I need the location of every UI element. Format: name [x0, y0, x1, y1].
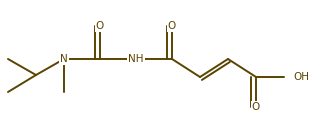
- Text: NH: NH: [128, 54, 144, 64]
- Text: N: N: [60, 54, 68, 64]
- Text: O: O: [252, 102, 260, 112]
- Text: O: O: [96, 21, 104, 31]
- Text: O: O: [168, 21, 176, 31]
- Text: OH: OH: [293, 72, 309, 82]
